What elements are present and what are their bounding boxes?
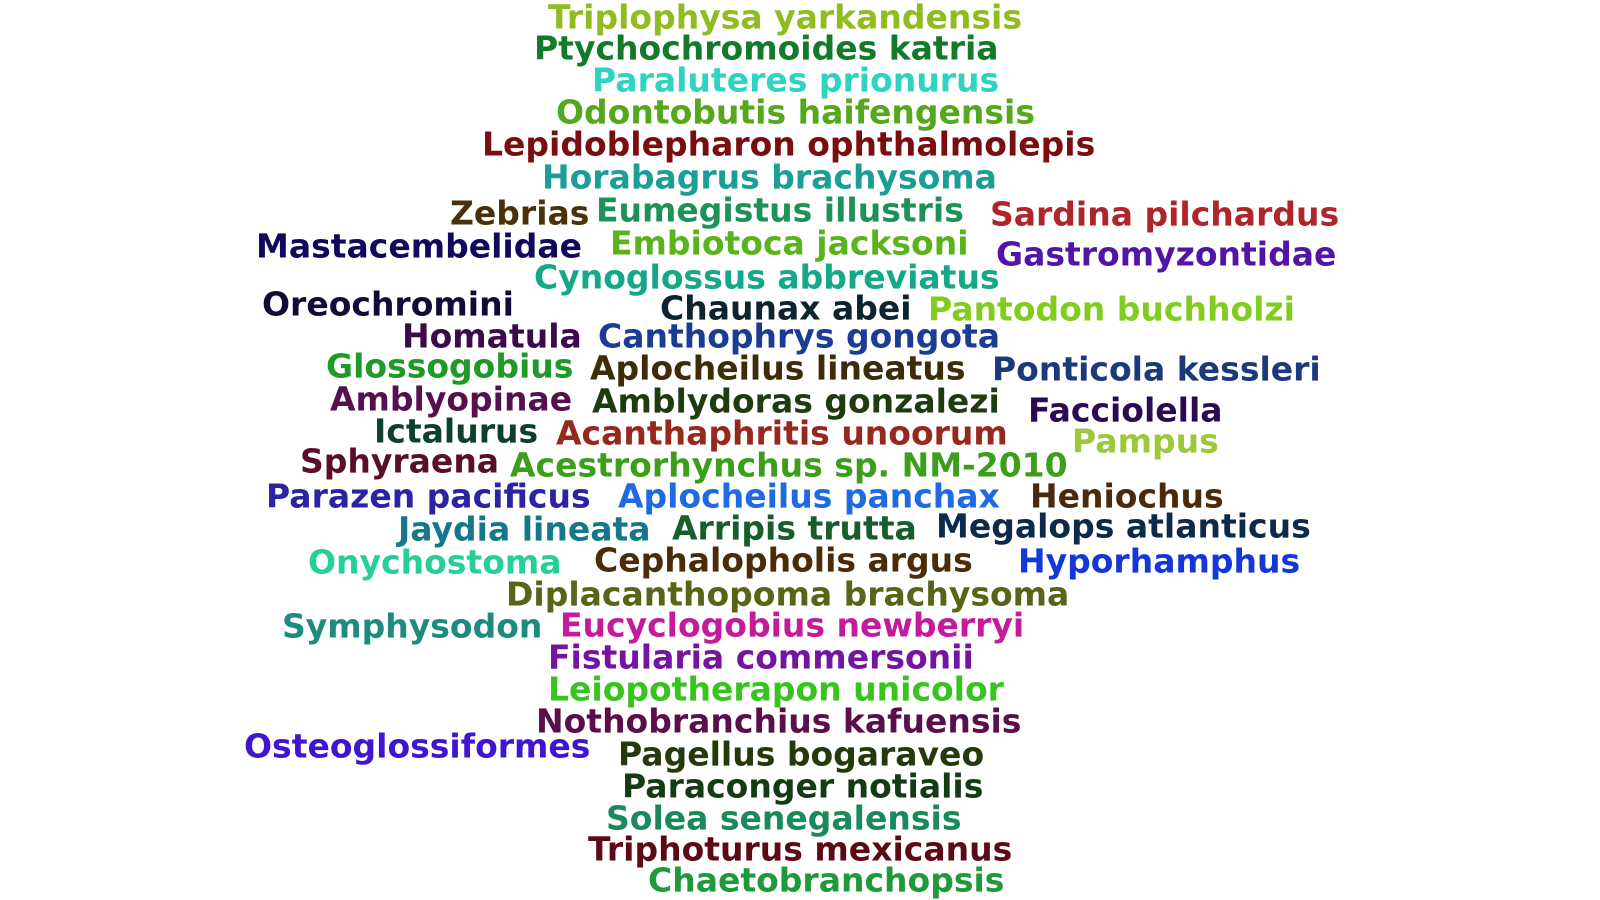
word: Cephalopholis argus — [594, 540, 973, 580]
word: Oreochromini — [262, 284, 514, 324]
word: Canthophrys gongota — [598, 316, 1001, 356]
word: Arripis trutta — [672, 508, 917, 548]
word: Fistularia commersonii — [548, 637, 974, 677]
word: Sardina pilchardus — [990, 194, 1340, 234]
word: Pantodon buchholzi — [928, 289, 1295, 329]
word: Heniochus — [1030, 476, 1224, 516]
word: Horabagrus brachysoma — [542, 157, 997, 197]
word: Acestrorhynchus sp. NM-2010 — [510, 445, 1068, 485]
word: Aplocheilus panchax — [618, 476, 1000, 516]
word: Acanthaphritis unoorum — [556, 413, 1008, 453]
word: Leiopotherapon unicolor — [548, 669, 1004, 709]
word: Ponticola kessleri — [992, 349, 1321, 389]
word: Sphyraena — [300, 441, 500, 481]
word: Facciolella — [1028, 390, 1223, 430]
word: Megalops atlanticus — [936, 506, 1311, 546]
word: Mastacembelidae — [256, 226, 583, 266]
word: Amblydoras gonzalezi — [592, 381, 1000, 421]
word: Parazen pacificus — [266, 476, 591, 516]
word: Glossogobius — [326, 346, 574, 386]
word: Zebrias — [450, 193, 590, 233]
word: Ptychochromoides katria — [534, 28, 999, 68]
word: Symphysodon — [282, 606, 543, 646]
word: Aplocheilus lineatus — [590, 348, 966, 388]
word: Jaydia lineata — [398, 509, 651, 549]
word: Pampus — [1072, 421, 1219, 461]
word: Gastromyzontidae — [996, 234, 1337, 274]
word: Pagellus bogaraveo — [618, 734, 985, 774]
word: Lepidoblepharon ophthalmolepis — [482, 124, 1096, 164]
word: Paraluteres prionurus — [592, 60, 1000, 100]
word: Eucyclogobius newberryi — [560, 605, 1025, 645]
word: Chaunax abei — [660, 288, 912, 328]
word: Solea senegalensis — [606, 798, 962, 838]
word: Homatula — [402, 316, 582, 356]
word: Onychostoma — [308, 542, 562, 582]
word: Osteoglossiformes — [244, 726, 591, 766]
word: Diplacanthopoma brachysoma — [506, 574, 1070, 614]
word: Chaetobranchopsis — [648, 860, 1005, 900]
word: Triphoturus mexicanus — [588, 829, 1013, 869]
word: Nothobranchius kafuensis — [536, 701, 1022, 741]
word: Embiotoca jacksoni — [610, 223, 969, 263]
word: Amblyopinae — [330, 379, 573, 419]
word: Ictalurus — [374, 411, 539, 451]
word: Cynoglossus abbreviatus — [534, 257, 1000, 297]
word: Eumegistus illustris — [596, 190, 964, 230]
word: Paraconger notialis — [622, 766, 984, 806]
word: Hyporhamphus — [1018, 541, 1301, 581]
word: Triplophysa yarkandensis — [548, 0, 1022, 37]
word: Odontobutis haifengensis — [556, 92, 1036, 132]
